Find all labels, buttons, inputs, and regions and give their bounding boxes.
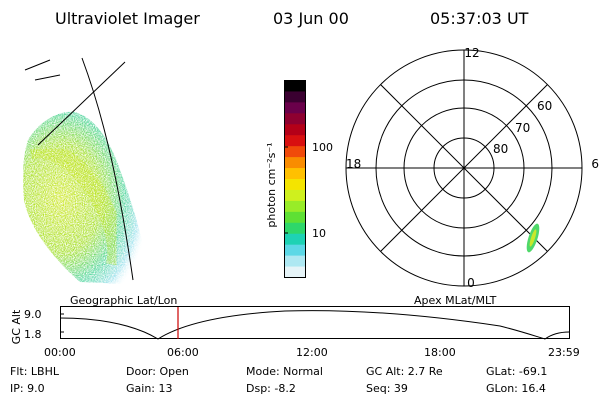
filter-info: Flt: LBHL <box>10 365 59 378</box>
altitude-timeline <box>60 306 570 340</box>
apex-label: Apex MLat/MLT <box>414 294 497 307</box>
colorbar-label: photon cm⁻²s⁻¹ <box>265 142 278 228</box>
glon-info: GLon: 16.4 <box>486 382 546 395</box>
lat-label-70: 70 <box>515 121 530 135</box>
colorbar-swatch <box>284 222 306 235</box>
colorbar-swatch <box>284 135 306 147</box>
colorbar-swatch <box>284 80 306 93</box>
colorbar-tick-10: 10 <box>312 227 326 240</box>
ip-info: IP: 9.0 <box>10 382 45 395</box>
xtick-1800: 18:00 <box>424 346 456 359</box>
colorbar-swatch <box>284 266 306 279</box>
sequence-info: Seq: 39 <box>366 382 408 395</box>
xtick-0600: 06:00 <box>167 346 199 359</box>
colorbar-swatch <box>284 244 306 257</box>
mlt-label-0: 0 <box>467 276 475 290</box>
colorbar-swatch <box>284 179 306 191</box>
altitude-curve <box>60 310 570 340</box>
mlt-label-6: 6 <box>591 157 599 171</box>
colorbar <box>284 80 306 279</box>
colorbar-swatch <box>284 168 306 180</box>
geographic-label: Geographic Lat/Lon <box>70 294 178 307</box>
colorbar-swatch <box>284 255 306 268</box>
colorbar-swatch <box>284 189 306 202</box>
colorbar-swatch <box>284 233 306 246</box>
lat-label-80: 80 <box>493 142 508 156</box>
dsp-info: Dsp: -8.2 <box>246 382 296 395</box>
time-label: 05:37:03 UT <box>430 9 529 28</box>
colorbar-swatch <box>284 113 306 125</box>
date-label: 03 Jun 00 <box>273 9 349 28</box>
colorbar-swatch <box>284 200 306 213</box>
xtick-2359: 23:59 <box>548 346 580 359</box>
lon-grid-line <box>81 57 134 281</box>
auroral-emission-region <box>23 111 150 285</box>
timeline-yaxis-label: GC Alt <box>10 309 23 345</box>
geographic-image <box>23 57 150 285</box>
ytick-1-8: 1.8 <box>24 328 42 341</box>
colorbar-swatch <box>284 146 306 158</box>
colorbar-tick-100: 100 <box>312 141 333 154</box>
gain-info: Gain: 13 <box>126 382 173 395</box>
mode-info: Mode: Normal <box>246 365 323 378</box>
colorbar-swatch <box>284 91 306 103</box>
glat-info: GLat: -69.1 <box>486 365 548 378</box>
lat-label-60: 60 <box>537 99 552 113</box>
instrument-title: Ultraviolet Imager <box>55 9 200 28</box>
gc-altitude-info: GC Alt: 2.7 Re <box>366 365 443 378</box>
colorbar-swatch <box>284 102 306 114</box>
coastline-fragment <box>24 59 61 81</box>
xtick-1200: 12:00 <box>296 346 328 359</box>
colorbar-swatch <box>284 157 306 169</box>
polar-plot: 12 0 18 6 60 70 80 <box>345 46 599 290</box>
colorbar-swatch <box>284 211 306 224</box>
colorbar-swatch <box>284 124 306 136</box>
mlt-label-18: 18 <box>346 157 361 171</box>
lat-grid-line <box>37 61 126 146</box>
mlt-label-12: 12 <box>464 46 479 60</box>
xtick-0000: 00:00 <box>44 346 76 359</box>
door-info: Door: Open <box>126 365 189 378</box>
ytick-9: 9.0 <box>24 308 42 321</box>
